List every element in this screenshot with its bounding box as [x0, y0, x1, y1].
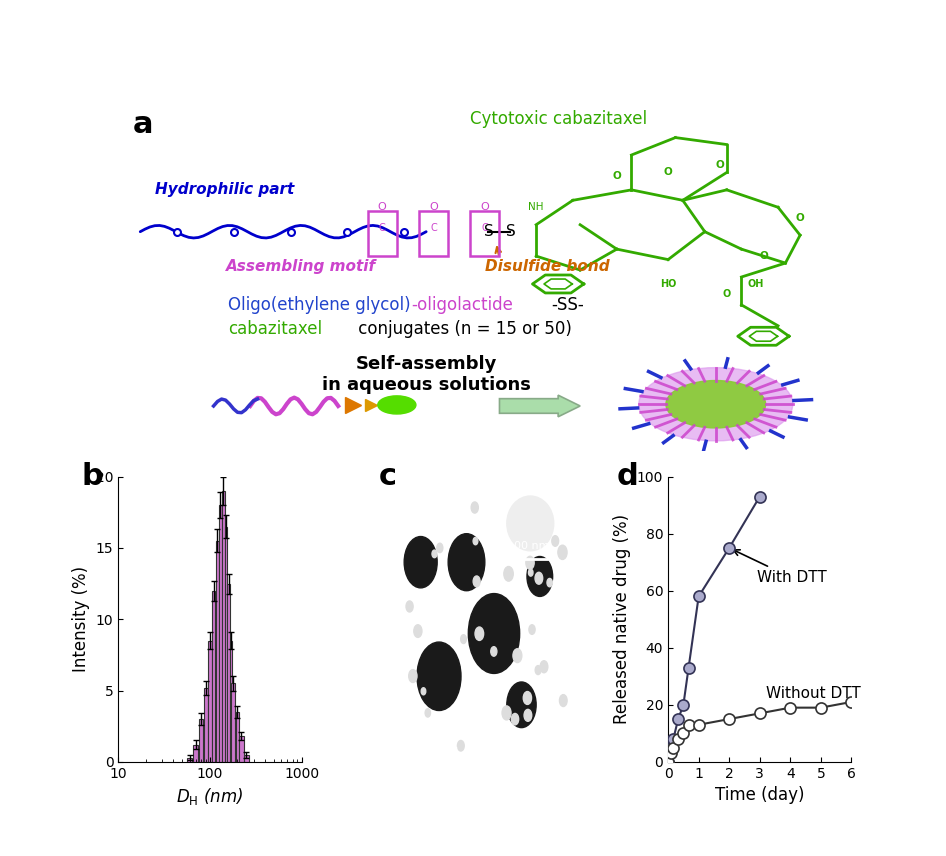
Bar — [216, 541, 219, 762]
Bar — [230, 640, 232, 762]
Text: conjugates (n = 15 or 50): conjugates (n = 15 or 50) — [353, 320, 571, 338]
Circle shape — [377, 395, 416, 414]
Bar — [193, 745, 198, 762]
Circle shape — [413, 625, 422, 638]
Text: O: O — [796, 213, 804, 223]
Circle shape — [473, 538, 478, 544]
Circle shape — [458, 740, 464, 751]
Text: O: O — [429, 202, 438, 212]
Circle shape — [406, 601, 413, 612]
Circle shape — [504, 567, 514, 581]
Bar — [186, 758, 192, 762]
Circle shape — [448, 533, 485, 591]
Circle shape — [471, 502, 479, 513]
Bar — [208, 640, 212, 762]
Circle shape — [540, 661, 548, 673]
Text: Self-assembly
in aqueous solutions: Self-assembly in aqueous solutions — [322, 355, 531, 394]
Circle shape — [409, 669, 417, 682]
Circle shape — [461, 634, 466, 644]
Text: Assembling motif: Assembling motif — [226, 259, 377, 274]
Circle shape — [535, 666, 541, 675]
Circle shape — [558, 545, 567, 560]
Circle shape — [404, 537, 437, 588]
Text: OH: OH — [748, 279, 764, 289]
Text: C: C — [430, 223, 437, 233]
Circle shape — [417, 642, 461, 710]
Text: b: b — [81, 462, 103, 491]
Circle shape — [559, 694, 567, 706]
Bar — [225, 526, 227, 762]
Circle shape — [529, 625, 535, 634]
Circle shape — [524, 710, 532, 722]
Bar — [203, 687, 207, 762]
Circle shape — [491, 646, 497, 657]
Text: Hydrophilic part: Hydrophilic part — [155, 182, 294, 198]
Bar — [222, 490, 224, 762]
Text: S: S — [505, 224, 516, 239]
Text: Disulfide bond: Disulfide bond — [484, 259, 609, 274]
Text: O: O — [723, 289, 731, 300]
Text: S: S — [483, 224, 494, 239]
Circle shape — [432, 550, 437, 558]
X-axis label: Time (day): Time (day) — [715, 787, 804, 805]
Circle shape — [547, 579, 552, 587]
Y-axis label: Released native drug (%): Released native drug (%) — [613, 514, 631, 724]
Text: Cytotoxic cabazitaxel: Cytotoxic cabazitaxel — [469, 110, 647, 128]
Text: O: O — [664, 168, 673, 177]
Circle shape — [513, 649, 522, 663]
Text: Without DTT: Without DTT — [766, 686, 861, 701]
Bar — [231, 683, 236, 762]
Text: With DTT: With DTT — [733, 550, 827, 586]
Text: O: O — [377, 202, 387, 212]
Text: O: O — [759, 251, 768, 261]
Circle shape — [473, 576, 481, 587]
Circle shape — [512, 713, 518, 725]
Circle shape — [425, 709, 430, 717]
Bar — [227, 584, 230, 762]
Text: Oligo(ethylene glycol): Oligo(ethylene glycol) — [228, 296, 411, 314]
Circle shape — [421, 687, 426, 695]
Bar — [244, 755, 249, 762]
Circle shape — [527, 556, 552, 597]
Text: C: C — [378, 223, 386, 233]
Text: -SS-: -SS- — [551, 296, 584, 314]
Circle shape — [468, 593, 519, 674]
Circle shape — [529, 569, 533, 576]
Circle shape — [437, 544, 443, 553]
Text: O: O — [481, 202, 489, 212]
Bar — [199, 719, 203, 762]
Circle shape — [535, 573, 543, 584]
Circle shape — [552, 536, 559, 546]
Circle shape — [507, 682, 536, 728]
Y-axis label: Intensity (%): Intensity (%) — [72, 566, 90, 672]
Text: O: O — [715, 160, 724, 170]
Text: NH: NH — [529, 202, 544, 212]
Circle shape — [639, 367, 793, 441]
Text: O: O — [612, 171, 622, 181]
Text: d: d — [617, 462, 639, 491]
Bar — [236, 712, 239, 762]
Text: cabazitaxel: cabazitaxel — [228, 320, 323, 338]
X-axis label: $D_{\mathrm{H}}$ (nm): $D_{\mathrm{H}}$ (nm) — [176, 787, 243, 807]
Text: 200 nm: 200 nm — [402, 723, 450, 736]
Text: a: a — [132, 110, 153, 139]
Text: -oligolactide: -oligolactide — [412, 296, 514, 314]
Text: c: c — [378, 462, 396, 491]
FancyArrow shape — [499, 395, 580, 417]
Text: HO: HO — [660, 279, 676, 289]
Circle shape — [666, 381, 765, 428]
Circle shape — [526, 556, 534, 569]
Circle shape — [502, 706, 511, 720]
Bar — [212, 591, 216, 762]
Bar — [219, 505, 221, 762]
Bar — [238, 736, 243, 762]
Circle shape — [475, 627, 483, 640]
Circle shape — [523, 692, 532, 704]
Text: C: C — [482, 223, 488, 233]
